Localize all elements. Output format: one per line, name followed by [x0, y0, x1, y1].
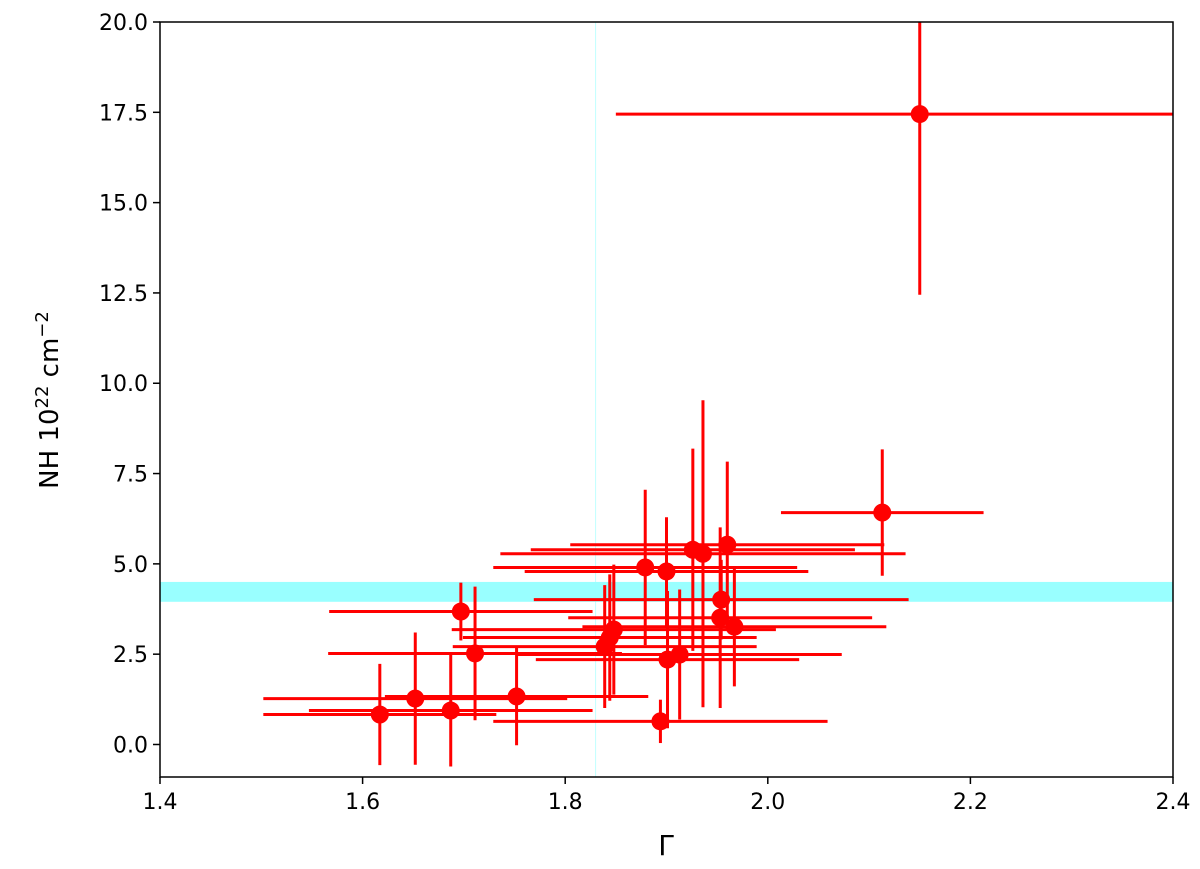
data-point — [507, 687, 526, 706]
x-tick-label: 1.8 — [548, 790, 583, 815]
data-point — [604, 620, 623, 639]
y-tick-label: 5.0 — [113, 553, 148, 578]
data-point — [693, 544, 712, 563]
x-tick-label: 2.0 — [750, 790, 785, 815]
label-part: NH 10 — [35, 408, 65, 488]
superscript: −2 — [32, 311, 53, 338]
y-tick-label: 10.0 — [99, 372, 148, 397]
data-point — [466, 644, 485, 663]
data-point — [711, 608, 730, 627]
data-point — [370, 705, 389, 724]
x-tick-label: 2.2 — [953, 790, 988, 815]
y-tick-label: 17.5 — [99, 101, 148, 126]
data-point — [725, 617, 744, 636]
axes-frame — [159, 21, 1174, 778]
data-point — [636, 558, 655, 577]
x-axis-label: Γ — [658, 829, 674, 862]
data-point — [657, 562, 676, 581]
axes: 1.4 1.6 1.8 2.0 2.2 2.4 0.0 2.5 5.0 7.5 10.0 12.5 15… — [99, 11, 1190, 815]
x-tick-label: 1.6 — [345, 790, 380, 815]
data-point — [670, 645, 689, 664]
data-point — [651, 712, 670, 731]
data-point — [441, 701, 460, 720]
label-part: cm — [35, 338, 65, 386]
y-tick-label: 2.5 — [113, 643, 148, 668]
data-point — [873, 503, 892, 522]
x-tick-label: 2.4 — [1156, 790, 1191, 815]
y-axis-label: NH 1022 cm−2 — [32, 311, 66, 489]
data-point — [595, 637, 614, 656]
plot-area — [160, 22, 1173, 777]
y-tick-label: 12.5 — [99, 282, 148, 307]
y-tick-label: 0.0 — [113, 733, 148, 758]
superscript: 22 — [32, 386, 53, 409]
x-tick-label: 1.4 — [143, 790, 178, 815]
data-point — [712, 590, 731, 609]
y-tick-label: 20.0 — [99, 11, 148, 36]
y-tick-label: 7.5 — [113, 463, 148, 488]
data-point — [910, 105, 929, 124]
data-point — [406, 689, 425, 708]
data-point — [451, 602, 470, 621]
data-point — [718, 535, 737, 554]
y-tick-label: 15.0 — [99, 192, 148, 217]
